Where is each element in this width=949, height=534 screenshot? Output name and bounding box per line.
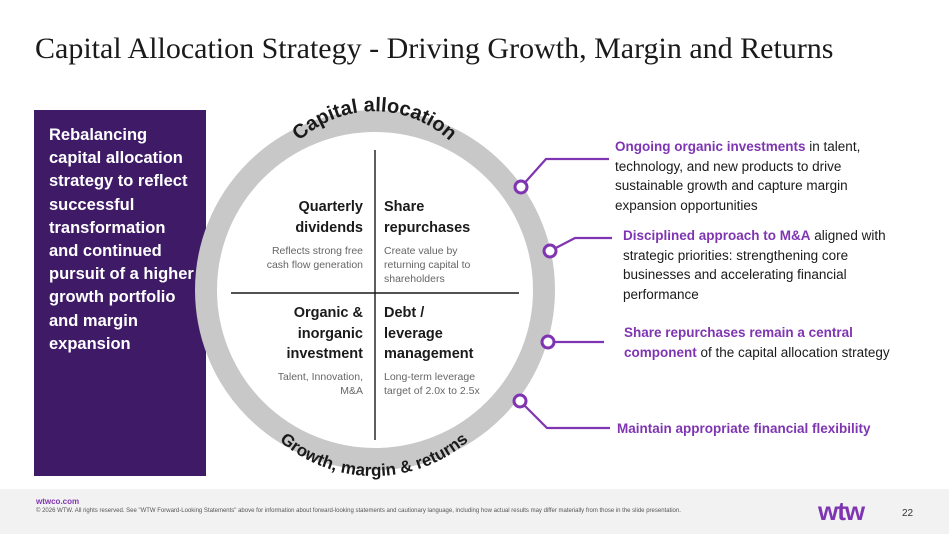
summary-text: Rebalancing capital allocation strategy … <box>49 126 194 353</box>
connector-dot-2 <box>542 243 558 259</box>
footer-url: wtwco.com <box>36 497 80 506</box>
connector-line-1 <box>520 157 609 188</box>
callout-financial-flexibility: Maintain appropriate financial flexibili… <box>617 421 871 436</box>
slide-title: Capital Allocation Strategy - Driving Gr… <box>35 32 834 65</box>
connector-line-2 <box>549 236 612 252</box>
connector-dot-3 <box>540 334 556 350</box>
footer-legal-text: © 2026 WTW. All rights reserved. See "WT… <box>36 508 681 514</box>
quadrant-investment-title: Organic & inorganic investment <box>286 305 363 362</box>
connector-dot-1 <box>513 179 529 195</box>
quadrant-repurchases-subtext: Create value by returning capital to sha… <box>384 245 471 285</box>
callout-m-and-a: Disciplined approach to M&A aligned with… <box>623 228 886 302</box>
page-number: 22 <box>902 508 914 519</box>
quadrant-dividends-subtext: Reflects strong free cash flow generatio… <box>266 245 363 271</box>
quadrant-leverage-subtext: Long-term leverage target of 2.0x to 2.5… <box>384 371 480 397</box>
summary-panel: Rebalancing capital allocation strategy … <box>34 110 206 476</box>
quadrant-investment-subtext: Talent, Innovation, M&A <box>277 371 363 397</box>
quadrant-repurchases-title: Share repurchases <box>384 199 471 236</box>
callout-share-repurchases: Share repurchases remain a central compo… <box>624 325 890 360</box>
callout-organic-investments: Ongoing organic investments in talent, t… <box>615 139 861 213</box>
connector-dot-4 <box>512 393 528 409</box>
quadrant-dividends-title: Quarterly dividends <box>295 199 363 236</box>
wheel-ring <box>195 110 555 470</box>
footer-bar <box>0 489 949 534</box>
wtw-logo: wtw <box>818 496 865 526</box>
quadrant-leverage-title: Debt / leverage management <box>384 305 474 362</box>
connector-line-4 <box>519 400 610 430</box>
